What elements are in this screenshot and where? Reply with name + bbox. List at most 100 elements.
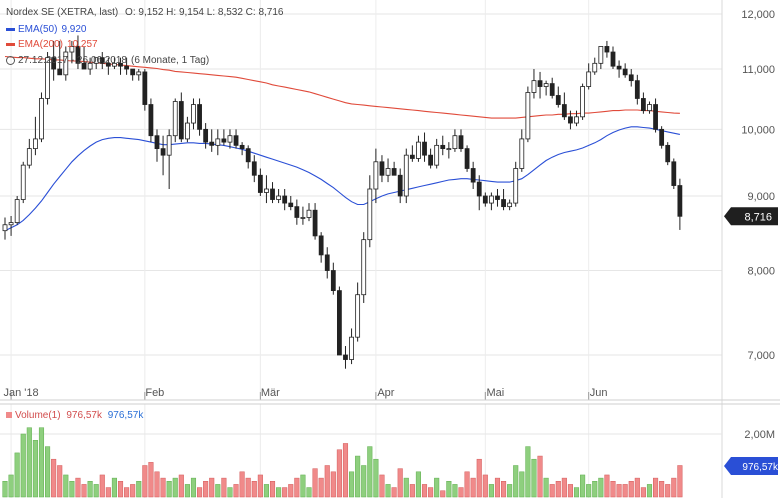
volume-bar bbox=[598, 477, 604, 498]
ema50-line bbox=[4, 126, 681, 232]
volume-bar bbox=[616, 484, 622, 498]
volume-bar bbox=[81, 484, 87, 498]
volume-bar bbox=[555, 481, 561, 498]
volume-bar bbox=[604, 474, 610, 498]
candle-body bbox=[470, 168, 476, 183]
volume-bar bbox=[51, 458, 57, 498]
volume-bar bbox=[391, 487, 397, 498]
volume-bar bbox=[294, 477, 300, 498]
volume-bar bbox=[434, 477, 440, 498]
volume-bar bbox=[75, 477, 81, 498]
ema50-value: 9,920 bbox=[61, 24, 87, 35]
candle-body bbox=[45, 57, 50, 99]
volume-bar bbox=[379, 474, 385, 498]
volume-bar bbox=[318, 477, 324, 498]
candle-body bbox=[574, 116, 579, 124]
candle-body bbox=[336, 290, 342, 356]
time-axis: Jan '18 Feb Mär Apr Mai Jun bbox=[0, 387, 780, 401]
volume-bar bbox=[592, 481, 598, 498]
volume-last-label: 976,57k bbox=[742, 462, 779, 473]
volume-bar bbox=[665, 484, 671, 498]
candle-body bbox=[33, 138, 38, 150]
volume-bar bbox=[409, 484, 415, 498]
volume-bar bbox=[336, 449, 342, 498]
candle-body bbox=[598, 46, 604, 64]
volume-red-value: 976,57k bbox=[66, 410, 102, 421]
volume-bar bbox=[257, 474, 263, 498]
candle-body bbox=[14, 199, 20, 223]
volume-bar bbox=[580, 474, 586, 498]
chart-header: Nordex SE (XETRA, last) O: 9,152 H: 9,15… bbox=[6, 7, 284, 19]
candle-body bbox=[580, 86, 585, 118]
volume-bar bbox=[653, 477, 659, 498]
candle-body bbox=[136, 71, 142, 76]
candle-body bbox=[343, 354, 348, 360]
volume-bar bbox=[14, 452, 20, 498]
candle-body bbox=[428, 154, 434, 166]
candle-body bbox=[57, 68, 63, 76]
volume-bar bbox=[501, 481, 507, 498]
ema200-line bbox=[4, 55, 680, 119]
volume-bar bbox=[209, 477, 215, 498]
candle-body bbox=[373, 161, 379, 190]
volume-bar bbox=[476, 458, 482, 498]
ema200-legend: EMA(200) 10,257 bbox=[6, 39, 98, 51]
ema50-label: EMA(50) bbox=[18, 24, 58, 35]
candle-body bbox=[671, 161, 677, 186]
volume-bar bbox=[507, 484, 513, 498]
price-axis: 12,000 11,000 10,000 9,000 8,000 7,000 8,716 bbox=[721, 0, 778, 498]
volume-green-value: 976,57k bbox=[107, 410, 144, 421]
volume-bar bbox=[269, 481, 276, 498]
volume-bar bbox=[355, 455, 361, 498]
candle-body bbox=[385, 168, 391, 176]
candle-body bbox=[568, 116, 573, 124]
volume-bar bbox=[227, 487, 233, 498]
volume-red-swatch bbox=[6, 412, 12, 419]
volume-bar bbox=[8, 474, 14, 498]
candle-body bbox=[391, 168, 397, 176]
ohlc-readout: O: 9,152 H: 9,154 L: 8,532 C: 8,716 bbox=[125, 7, 284, 18]
volume-bar bbox=[324, 465, 330, 498]
candle-body bbox=[634, 80, 640, 99]
volume-bar bbox=[288, 484, 294, 498]
candle-body bbox=[604, 46, 610, 53]
candle-body bbox=[26, 148, 32, 166]
candle-body bbox=[282, 195, 288, 204]
volume-bar bbox=[203, 481, 209, 498]
volume-bar bbox=[105, 487, 111, 498]
candle-body bbox=[300, 217, 306, 219]
candle-body bbox=[93, 57, 99, 64]
volume-bar bbox=[45, 446, 51, 498]
volume-bar bbox=[361, 465, 367, 498]
volume-bar bbox=[458, 487, 464, 498]
candle-body bbox=[105, 62, 111, 67]
volume-bar bbox=[677, 465, 683, 498]
candle-body bbox=[324, 254, 330, 271]
volume-bar bbox=[2, 481, 8, 498]
candle-body bbox=[197, 104, 202, 130]
candle-body bbox=[209, 141, 215, 146]
volume-bar bbox=[160, 477, 166, 498]
candle-body bbox=[367, 188, 373, 241]
candle-body bbox=[616, 65, 622, 70]
price-tick-label: 10,000 bbox=[741, 124, 775, 136]
volume-bar bbox=[99, 474, 105, 498]
candle-body bbox=[416, 141, 421, 159]
volume-bar bbox=[178, 474, 184, 498]
instrument-title: Nordex SE (XETRA, last) bbox=[6, 7, 119, 18]
volume-bar bbox=[38, 427, 45, 498]
ema200-series bbox=[4, 55, 680, 119]
month-label: Mai bbox=[486, 387, 504, 399]
candle-body bbox=[130, 68, 136, 76]
volume-bar bbox=[190, 477, 197, 498]
volume-legend: Volume(1) 976,57k 976,57k bbox=[6, 410, 143, 422]
volume-bar bbox=[172, 477, 178, 498]
ema50-swatch bbox=[6, 27, 15, 31]
candle-body bbox=[2, 224, 8, 232]
volume-bar bbox=[197, 487, 203, 498]
candle-body bbox=[543, 83, 549, 87]
volume-bar bbox=[488, 484, 494, 498]
candle-body bbox=[233, 135, 239, 146]
candle-body bbox=[112, 62, 117, 67]
volume-bar bbox=[148, 462, 154, 498]
